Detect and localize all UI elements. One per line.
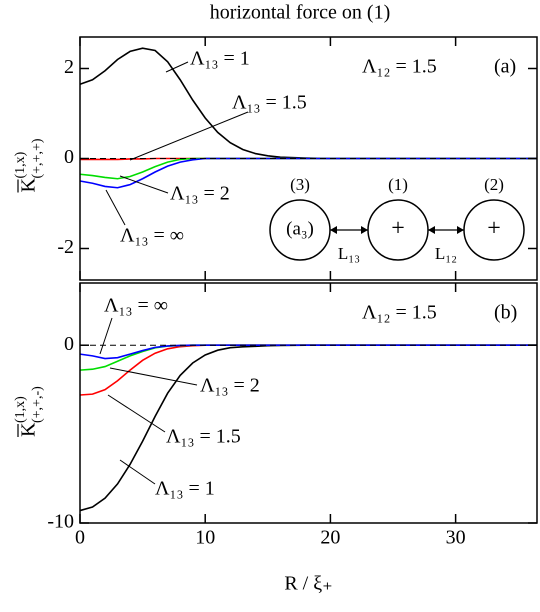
chart-title: horizontal force on (1): [210, 2, 390, 24]
annotation: Λ₁₃ = 2: [200, 375, 260, 397]
y-label-base: K: [18, 178, 40, 193]
x-tick-label: 20: [320, 527, 340, 549]
annotation-pointer: [99, 317, 113, 355]
annotation: Λ₁₃ = 1: [190, 48, 250, 70]
series-line: [79, 344, 537, 512]
y-axis-label: K(1,x) (+,+,+): [13, 138, 45, 193]
y-tick-label: 2: [64, 56, 74, 78]
annotation-pointer: [129, 111, 249, 161]
series-line: [79, 47, 537, 160]
annotation: Λ₁₃ = ∞: [104, 295, 168, 317]
x-tick-label: 10: [195, 527, 215, 549]
particle-label: (1): [388, 175, 408, 194]
y-tick-label: -2: [57, 236, 74, 258]
y-axis-label: K(1,x) (+,+,-): [13, 386, 45, 437]
annotation: Λ₁₃ = 1: [155, 478, 215, 500]
annotation-pointer: [107, 394, 166, 433]
particle-label: (2): [484, 175, 504, 194]
parameter-label: Λ₁₂ = 1.5: [362, 56, 437, 78]
distance-label: L₁₂: [435, 244, 457, 263]
panel-label: (a): [494, 56, 516, 78]
annotation: Λ₁₃ = 2: [170, 183, 230, 205]
particle-label: (3): [290, 175, 310, 194]
particle-sign: +: [391, 216, 405, 242]
y-label-superscript: (1,x): [13, 396, 28, 423]
annotation-pointer: [165, 61, 189, 73]
annotation: Λ₁₃ = 1.5: [166, 426, 241, 448]
plot-frame: [79, 282, 538, 524]
annotation-pointer: [119, 175, 169, 194]
x-tick-label: 30: [446, 527, 466, 549]
x-tick-label: 0: [75, 527, 85, 549]
particle-sign: (a₃): [286, 218, 314, 239]
y-tick-label: -10: [47, 511, 74, 533]
y-label-superscript: (1,x): [13, 151, 28, 178]
y-label-subscript: (+,+,-): [30, 386, 45, 423]
y-label-subscript: (+,+,+): [30, 138, 45, 178]
panel-label: (b): [494, 302, 517, 324]
particle-sign: +: [487, 216, 501, 242]
annotation-pointer: [109, 367, 198, 386]
series-line: [79, 344, 537, 396]
x-axis-label: R / ξ₊: [284, 573, 332, 595]
annotation: Λ₁₃ = 1.5: [232, 92, 307, 114]
y-tick-label: 0: [64, 333, 74, 355]
parameter-label: Λ₁₂ = 1.5: [362, 302, 437, 324]
annotation-pointer: [105, 189, 126, 226]
distance-label: L₁₃: [338, 244, 360, 263]
annotation: Λ₁₃ = ∞: [120, 225, 184, 247]
annotation-pointer: [119, 459, 156, 485]
y-label-base: K: [18, 422, 40, 437]
y-tick-label: 0: [64, 146, 74, 168]
